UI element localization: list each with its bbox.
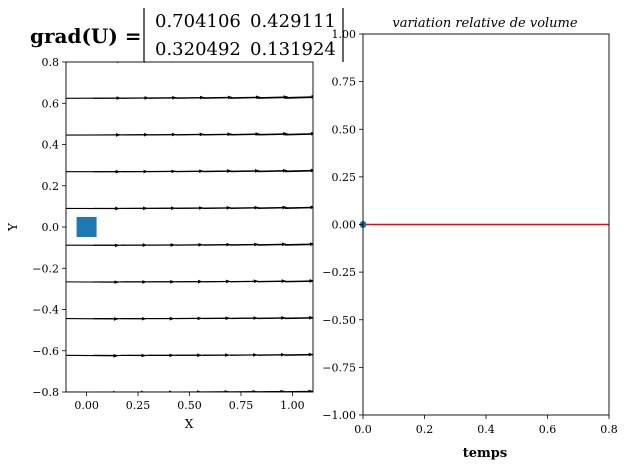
field-arrow [230, 62, 289, 63]
volume-y-tick-label: −0.75 [322, 361, 356, 374]
field-arrow [230, 95, 289, 99]
quiver-plot-frame [65, 61, 314, 393]
quiver-x-ticks: 0.00 0.25 0.50 0.75 1.00 [74, 392, 305, 412]
volume-y-tick-label: 0.50 [332, 123, 357, 136]
quiver-x-tick-label: 1.00 [280, 399, 305, 412]
quiver-y-tick-label: 0.2 [42, 180, 60, 193]
field-arrow [257, 168, 313, 173]
volume-x-tick-label: 0.0 [354, 423, 372, 436]
volume-y-tick-label: 0.00 [332, 219, 357, 232]
quiver-y-tick-label: −0.8 [32, 386, 59, 399]
field-arrow [285, 62, 290, 63]
quiver-y-tick-label: 0.6 [42, 97, 60, 110]
volume-x-tick-label: 0.8 [600, 423, 618, 436]
field-arrow [175, 62, 233, 63]
quiver-x-axis-label: X [185, 417, 194, 431]
field-arrow [284, 133, 313, 136]
quiver-y-tick-label: −0.4 [32, 304, 59, 317]
volume-y-tick-label: 1.00 [332, 28, 357, 41]
field-arrow [93, 62, 150, 63]
quiver-y-ticks: −0.8 −0.6 −0.4 −0.2 0.0 0.2 0.4 0.6 0.8 [32, 56, 66, 399]
volume-variation-chart: variation relative de volume 0.0 0.2 0.4 0.… [322, 16, 617, 461]
volume-x-tick-label: 0.4 [477, 423, 495, 436]
quiver-y-axis-label: Y [6, 222, 20, 232]
field-arrow [202, 62, 261, 63]
volume-y-tick-label: −1.00 [322, 409, 356, 422]
field-arrow [120, 62, 178, 63]
field-arrow [257, 131, 313, 136]
vector-field [66, 62, 313, 392]
quiver-x-tick-label: 0.50 [177, 399, 202, 412]
field-arrow [257, 62, 263, 63]
matrix-cell-0-0: 0.704106 [155, 11, 241, 32]
volume-y-tick-label: −0.50 [322, 314, 356, 327]
quiver-y-tick-label: 0.0 [42, 221, 60, 234]
quiver-y-tick-label: −0.6 [32, 345, 59, 358]
gradient-formula: grad(U) = 0.704106 0.429111 0.320492 0.1… [30, 8, 344, 62]
volume-y-tick-label: 0.75 [332, 76, 357, 89]
field-arrow [284, 96, 313, 99]
volume-x-tick-label: 0.6 [539, 423, 557, 436]
matrix-cell-1-1: 0.131924 [250, 39, 336, 60]
field-arrow [148, 62, 206, 63]
volume-y-ticks: −1.00 −0.75 −0.50 −0.25 0.00 0.25 0.50 0.75 1.00 [322, 28, 363, 422]
quiver-y-tick-label: −0.2 [32, 262, 59, 275]
quiver-x-tick-label: 0.75 [229, 399, 254, 412]
formula-label: grad(U) = [30, 24, 142, 48]
volume-x-axis-label: temps [463, 446, 507, 461]
quiver-y-tick-label: 0.8 [42, 56, 60, 69]
field-arrow [284, 280, 313, 283]
field-arrow [284, 207, 313, 209]
matrix-cell-0-1: 0.429111 [250, 11, 336, 32]
quiver-y-tick-label: 0.4 [42, 139, 60, 152]
volume-chart-title: variation relative de volume [392, 16, 577, 31]
field-arrow [284, 243, 313, 246]
volume-y-tick-label: −0.25 [322, 266, 356, 279]
quiver-chart: 0.00 0.25 0.50 0.75 1.00 −0.8 −0.6 −0.4 −0.2 0.0… [6, 56, 314, 431]
volume-x-tick-label: 0.2 [416, 423, 434, 436]
reference-square-marker [76, 217, 97, 237]
field-arrow [284, 317, 313, 320]
field-arrow [257, 95, 313, 99]
quiver-x-tick-label: 0.00 [74, 399, 99, 412]
field-arrow [284, 170, 313, 173]
matrix-cell-1-0: 0.320492 [155, 39, 241, 60]
volume-x-ticks: 0.0 0.2 0.4 0.6 0.8 [354, 415, 618, 436]
quiver-x-tick-label: 0.25 [126, 399, 151, 412]
volume-y-tick-label: 0.25 [332, 171, 357, 184]
